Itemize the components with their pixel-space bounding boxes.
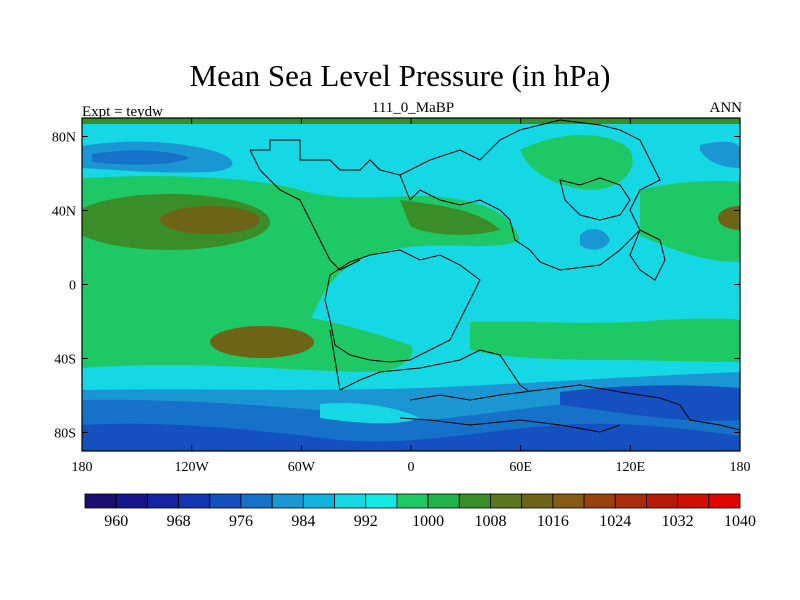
lat-tick-label: 0 [69, 279, 76, 294]
lon-tick-label: 120E [616, 460, 646, 475]
colorbar-swatch [178, 493, 211, 509]
colorbar-label: 984 [291, 513, 315, 530]
colorbar-swatch [583, 493, 616, 509]
longitude-axis: 180 120W 60W 0 60E 120E 180 [72, 118, 751, 475]
field-olive-nh-core [160, 206, 260, 234]
field-olive-sh-core [210, 326, 314, 358]
colorbar-swatch [552, 493, 585, 509]
colorbar-swatch [209, 493, 242, 509]
field-green-pacific [640, 180, 740, 262]
pressure-field [82, 118, 740, 451]
coastlines [249, 119, 740, 433]
colorbar [84, 493, 741, 509]
field-olive-pacific [718, 206, 740, 230]
colorbar-label: 992 [354, 513, 378, 530]
lat-tick-label: 40N [52, 205, 76, 220]
coastline-south-america [329, 329, 531, 393]
coastline-asia-block [559, 177, 631, 221]
colorbar-swatch [115, 493, 148, 509]
coastline-north-america [249, 149, 361, 271]
colorbar-label: 1008 [474, 513, 506, 530]
coastline-laurasia [250, 119, 661, 271]
lat-tick-label: 80S [54, 427, 76, 442]
colorbar-swatch [708, 493, 741, 509]
field-green-sh-east [470, 318, 740, 362]
colorbar-label: 1040 [724, 513, 756, 530]
lon-tick-label: 60W [288, 460, 316, 475]
colorbar-swatch [614, 493, 647, 509]
colorbar-label: 960 [104, 513, 128, 530]
lon-tick-label: 120W [175, 460, 210, 475]
field-low-nh-east [700, 141, 740, 168]
colorbar-label: 976 [229, 513, 253, 530]
colorbar-swatch [646, 493, 679, 509]
field-low-sh-inner [82, 423, 740, 451]
colorbar-label: 1032 [662, 513, 694, 530]
colorbar-swatch [240, 493, 273, 509]
field-low-nh-core [92, 150, 190, 165]
coastline-antarctica [409, 384, 740, 431]
coastline-antarctica-inner [399, 417, 621, 433]
colorbar-swatch [146, 493, 179, 509]
colorbar-swatch [677, 493, 710, 509]
field-olive-africa [400, 200, 500, 235]
coastline-gondwana-west [324, 249, 481, 363]
experiment-label: Expt = teydw [82, 104, 163, 120]
field-green-asia [520, 135, 633, 190]
lat-tick-label: 40S [54, 353, 76, 368]
colorbar-swatch [396, 493, 429, 509]
field-low-sh-east [560, 385, 740, 421]
lat-tick-label: 80N [52, 131, 76, 146]
colorbar-swatch [271, 493, 304, 509]
colorbar-swatch [302, 493, 335, 509]
colorbar-label: 1016 [537, 513, 569, 530]
colorbar-label: 1024 [599, 513, 631, 530]
season-label: ANN [709, 100, 743, 116]
coastline-east-asia [629, 229, 666, 281]
colorbar-labels: 960 968 976 984 992 1000 1008 1016 1024 1032 1040 [104, 513, 756, 530]
time-label: 111_0_MaBP [371, 100, 455, 116]
colorbar-swatch [490, 493, 523, 509]
lon-tick-label: 60E [509, 460, 532, 475]
colorbar-label: 968 [167, 513, 191, 530]
colorbar-swatch [458, 493, 491, 509]
colorbar-label: 1000 [412, 513, 444, 530]
lon-tick-label: 180 [730, 460, 751, 475]
lon-tick-label: 0 [408, 460, 415, 475]
colorbar-swatch [365, 493, 398, 509]
colorbar-swatch [521, 493, 554, 509]
colorbar-swatch [334, 493, 367, 509]
colorbar-swatch [427, 493, 460, 509]
chart-title: Mean Sea Level Pressure (in hPa) [189, 58, 611, 93]
colorbar-swatch [84, 493, 117, 509]
latitude-axis: 80N 40N 0 40S 80S [52, 131, 740, 442]
lon-tick-label: 180 [72, 460, 93, 475]
field-cyan-patch [320, 402, 420, 424]
field-low-asia [580, 228, 610, 250]
